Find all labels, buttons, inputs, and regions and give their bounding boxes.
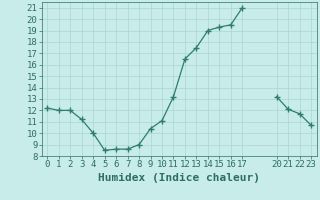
- X-axis label: Humidex (Indice chaleur): Humidex (Indice chaleur): [98, 173, 260, 183]
